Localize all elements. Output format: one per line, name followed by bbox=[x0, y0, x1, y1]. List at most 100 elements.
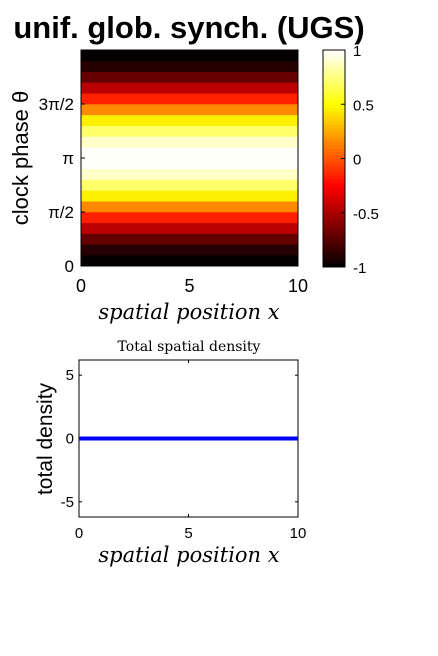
colorbar-step bbox=[323, 171, 345, 176]
heatmap-band bbox=[81, 222, 298, 234]
colorbar-step bbox=[323, 232, 345, 237]
colorbar-step bbox=[323, 256, 345, 261]
heatmap-band bbox=[81, 92, 298, 105]
colorbar-step bbox=[323, 70, 345, 75]
colorbar-step bbox=[323, 148, 345, 153]
heatmap-band bbox=[81, 146, 298, 159]
colorbar-step bbox=[323, 161, 345, 166]
heatmap-band bbox=[81, 168, 298, 180]
colorbar-tick-label: -0.5 bbox=[353, 206, 379, 223]
colorbar-step bbox=[323, 120, 345, 125]
heatmap-x-tick-label: 10 bbox=[288, 276, 308, 296]
heatmap-band bbox=[81, 244, 298, 256]
colorbar-step bbox=[323, 144, 345, 149]
colorbar-step bbox=[323, 181, 345, 186]
colorbar-step bbox=[323, 215, 345, 220]
colorbar-tick-label: 1 bbox=[353, 43, 361, 60]
colorbar-step bbox=[323, 185, 345, 190]
colorbar-step bbox=[323, 114, 345, 119]
colorbar-step bbox=[323, 53, 345, 58]
colorbar-step bbox=[323, 141, 345, 146]
heatmap-y-tick-label: 0 bbox=[65, 257, 74, 276]
line-x-ticks: 0 5 10 bbox=[75, 360, 307, 542]
colorbar-step bbox=[323, 117, 345, 122]
heatmap-band bbox=[81, 179, 298, 191]
heatmap-y-tick-label: π bbox=[62, 149, 74, 168]
colorbar-step bbox=[323, 205, 345, 210]
heatmap-y-axis-label: clock phase θ bbox=[8, 91, 33, 226]
colorbar-step bbox=[323, 263, 345, 268]
colorbar-step bbox=[323, 127, 345, 132]
heatmap-y-tick-label: π/2 bbox=[48, 203, 74, 222]
colorbar-step bbox=[323, 110, 345, 115]
colorbar-step bbox=[323, 226, 345, 231]
heatmap-band bbox=[81, 49, 298, 62]
heatmap-band bbox=[81, 254, 298, 267]
heatmap-x-ticks: 0 5 10 bbox=[76, 262, 308, 296]
colorbar-gradient bbox=[323, 49, 345, 268]
colorbar-step bbox=[323, 202, 345, 207]
colorbar-step bbox=[323, 137, 345, 142]
heatmap-band bbox=[81, 136, 298, 148]
colorbar-step bbox=[323, 178, 345, 183]
colorbar-step bbox=[323, 73, 345, 78]
line-y-tick-label: 5 bbox=[66, 367, 74, 384]
colorbar-tick-label: -1 bbox=[353, 260, 366, 277]
line-chart-title: Total spatial density bbox=[118, 339, 261, 355]
heatmap-band bbox=[81, 114, 298, 126]
colorbar-step bbox=[323, 49, 345, 54]
heatmap-cells bbox=[81, 49, 298, 267]
colorbar-tick-label: 0 bbox=[353, 152, 361, 169]
colorbar-step bbox=[323, 198, 345, 203]
line-y-tick-label: -5 bbox=[61, 494, 74, 511]
colorbar-step bbox=[323, 209, 345, 214]
heatmap-band bbox=[81, 211, 298, 224]
colorbar-step bbox=[323, 253, 345, 258]
colorbar-step bbox=[323, 63, 345, 68]
colorbar-step bbox=[323, 93, 345, 98]
heatmap-y-tick-label: 3π/2 bbox=[39, 95, 74, 114]
colorbar-tick-label: 0.5 bbox=[353, 97, 374, 114]
heatmap-band bbox=[81, 125, 298, 137]
heatmap-band bbox=[81, 200, 298, 213]
colorbar-step bbox=[323, 229, 345, 234]
colorbar-step bbox=[323, 80, 345, 85]
colorbar-step bbox=[323, 236, 345, 241]
heatmap-band bbox=[81, 157, 298, 170]
colorbar-step bbox=[323, 59, 345, 64]
line-x-axis-label: spatial position x bbox=[98, 543, 279, 567]
heatmap-band bbox=[81, 103, 298, 116]
colorbar-step bbox=[323, 56, 345, 61]
colorbar-step bbox=[323, 151, 345, 156]
heatmap-band bbox=[81, 190, 298, 202]
colorbar-step bbox=[323, 76, 345, 81]
colorbar-step bbox=[323, 154, 345, 159]
colorbar-step bbox=[323, 131, 345, 136]
heatmap-band bbox=[81, 233, 298, 245]
colorbar-step bbox=[323, 86, 345, 91]
colorbar-ticks: 1 0.5 0 -0.5 -1 bbox=[341, 43, 379, 277]
line-y-axis-label: total density bbox=[34, 382, 57, 495]
colorbar-step bbox=[323, 188, 345, 193]
colorbar-step bbox=[323, 164, 345, 169]
colorbar-step bbox=[323, 66, 345, 71]
colorbar-step bbox=[323, 90, 345, 95]
line-y-ticks: 5 0 -5 bbox=[61, 367, 298, 511]
colorbar-step bbox=[323, 212, 345, 217]
heatmap-y-ticks: 0 π/2 π 3π/2 bbox=[39, 95, 85, 276]
colorbar-step bbox=[323, 259, 345, 264]
line-x-tick-label: 0 bbox=[75, 525, 83, 542]
line-x-tick-label: 10 bbox=[290, 525, 307, 542]
heatmap-x-tick-label: 5 bbox=[184, 276, 194, 296]
colorbar-step bbox=[323, 222, 345, 227]
heatmap-x-tick-label: 0 bbox=[76, 276, 86, 296]
colorbar-step bbox=[323, 124, 345, 129]
colorbar-step bbox=[323, 195, 345, 200]
colorbar-step bbox=[323, 97, 345, 102]
colorbar-step bbox=[323, 103, 345, 108]
colorbar-step bbox=[323, 239, 345, 244]
heatmap-band bbox=[81, 60, 298, 72]
colorbar-step bbox=[323, 242, 345, 247]
line-y-tick-label: 0 bbox=[66, 431, 74, 448]
